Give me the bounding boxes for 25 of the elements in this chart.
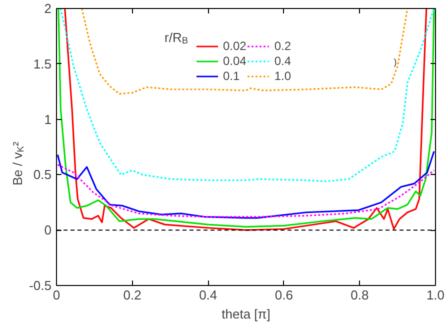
- annotation: ): [394, 57, 397, 68]
- y-tick-label: 0.5: [33, 167, 52, 182]
- legend-label: 0.2: [274, 39, 292, 53]
- x-tick-label: 1.0: [426, 288, 445, 302]
- x-tick-label: 0.4: [199, 288, 218, 302]
- line-series: [81, 8, 408, 95]
- legend-label: 0.4: [274, 54, 292, 68]
- y-tick-label: 0: [44, 222, 52, 238]
- legend-title: r/RB: [164, 30, 188, 46]
- line-series: [56, 164, 435, 218]
- line-series: [60, 8, 435, 182]
- line-series: [56, 150, 435, 219]
- legend-label: 0.02: [223, 39, 246, 53]
- legend-label: 0.04: [223, 54, 246, 68]
- x-tick-label: 0.6: [274, 288, 293, 302]
- y-axis-title: Be / vK²: [10, 141, 26, 186]
- y-tick-label: 1: [44, 112, 52, 127]
- x-axis-title: theta [π]: [222, 306, 270, 322]
- y-tick-label: 2: [44, 1, 52, 16]
- legend-label: 0.1: [223, 69, 241, 83]
- legend-label: 1.0: [274, 69, 292, 83]
- x-tick-label: 0.2: [123, 288, 142, 302]
- y-tick-label: -0.5: [29, 278, 52, 293]
- y-tick-label: 1.5: [33, 56, 52, 72]
- x-tick-label: 0.8: [350, 288, 369, 302]
